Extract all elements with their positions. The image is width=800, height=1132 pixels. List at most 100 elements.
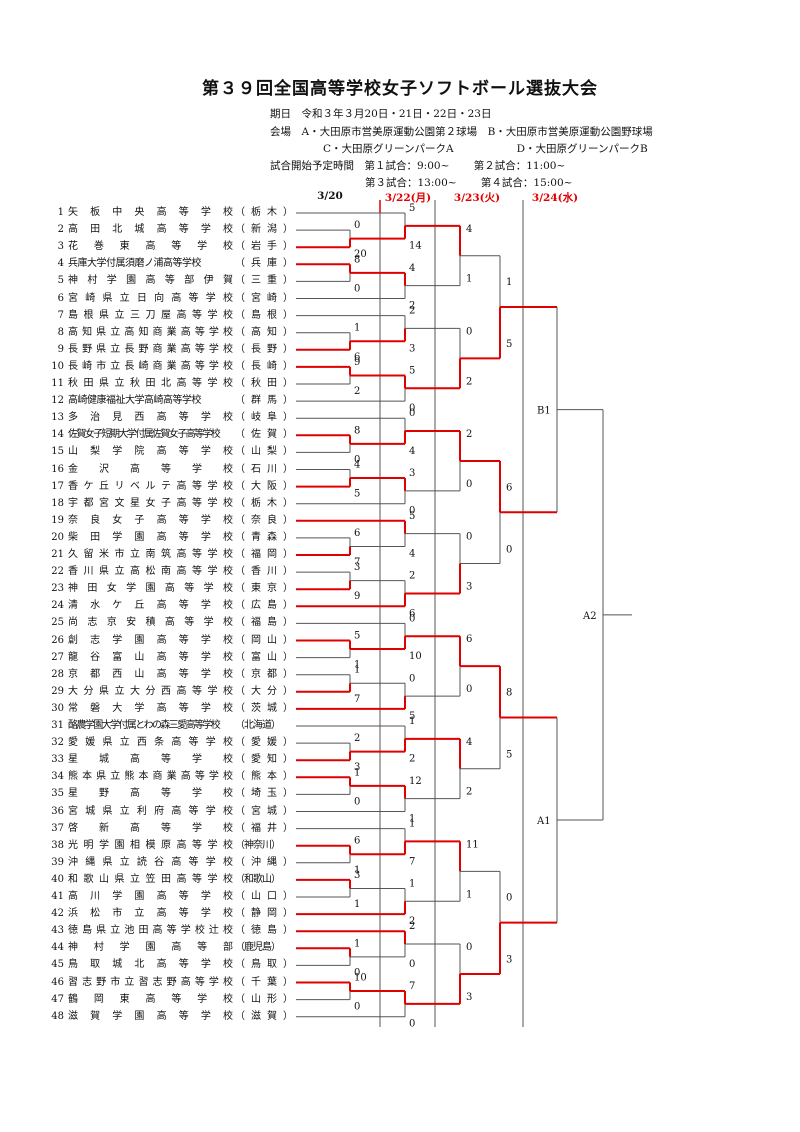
team-prefecture: （富山）: [235, 651, 293, 663]
team-number: 41: [51, 891, 64, 902]
score-label: 7: [409, 856, 415, 867]
team-number: 28: [51, 668, 64, 680]
team-number: 11: [51, 378, 64, 389]
team-number: 4: [57, 258, 64, 270]
team-prefecture: （大阪）: [235, 480, 293, 492]
score-label: 1: [354, 665, 360, 676]
score-label: 9: [354, 591, 360, 602]
score-label: 5: [409, 511, 415, 522]
score-label: 7: [409, 981, 415, 992]
score-label: 0: [506, 893, 512, 904]
team-prefecture: （鹿児島）: [235, 942, 281, 954]
team-prefecture: （北海道）: [235, 720, 281, 731]
score-label: 5: [506, 339, 512, 350]
team-row: 19 奈良女子高等学校 （奈良）: [48, 513, 293, 529]
score-label: 6: [354, 352, 360, 363]
team-name: 滋賀学園高等学校: [68, 1010, 233, 1022]
team-row: 40 和歌山県立笠田高等学校 （和歌山）: [48, 872, 293, 888]
score-label: 6: [354, 528, 360, 539]
team-prefecture: （青森）: [235, 531, 293, 543]
score-label: 0: [466, 532, 472, 543]
team-name: 鶴岡東高等学校: [68, 993, 233, 1005]
game-slot-label: B1: [537, 406, 551, 417]
team-prefecture: （新潟）: [235, 224, 293, 236]
score-label: 0: [466, 942, 472, 953]
team-name: 習志野市立習志野高等学校: [68, 976, 233, 988]
score-label: 4: [409, 446, 415, 457]
team-row: 13 多治見西高等学校 （岐阜）: [48, 410, 293, 426]
score-label: 0: [354, 1002, 360, 1013]
score-label: 0: [409, 613, 415, 624]
team-prefecture: （熊本）: [235, 771, 293, 783]
score-label: 2: [409, 571, 415, 582]
team-name: 多治見西高等学校: [68, 412, 233, 424]
info-start-times-2: 第３試合：13:00~ 第４試合：15:00~: [365, 177, 573, 189]
team-row: 22 香川県立高松南高等学校 （香川）: [48, 564, 293, 580]
info-period: 期日 令和３年３月20日・21日・22日・23日: [270, 108, 492, 120]
team-number: 32: [51, 737, 64, 749]
score-label: 1: [354, 323, 360, 334]
team-number: 22: [51, 566, 64, 578]
team-prefecture: （栃木）: [235, 497, 293, 509]
score-label: 1: [466, 274, 472, 285]
team-number: 5: [57, 275, 64, 287]
team-prefecture: （山梨）: [235, 446, 293, 458]
team-name: 秋田県立秋田北高等学校: [68, 378, 233, 389]
score-label: 1: [506, 277, 512, 288]
team-row: 15 山梨学院高等学校 （山梨）: [48, 444, 293, 460]
score-label: 5: [409, 711, 415, 722]
team-number: 46: [51, 976, 64, 988]
score-label: 3: [506, 955, 512, 966]
team-row: 29 大分県立大分西高等学校 （大分）: [48, 684, 293, 700]
score-label: 0: [466, 326, 472, 337]
team-prefecture: （大分）: [235, 685, 293, 697]
team-row: 10 長崎市立長崎商業高等学校 （長崎）: [48, 359, 293, 375]
team-number: 27: [51, 651, 64, 663]
score-label: 1: [409, 819, 415, 830]
score-label: 3: [409, 468, 415, 479]
score-label: 3: [354, 870, 360, 881]
team-prefecture: （和歌山）: [235, 873, 281, 885]
team-row: 20 柴田学園高等学校 （青森）: [48, 530, 293, 546]
day-header-1: 3/20: [317, 190, 343, 202]
score-label: 2: [409, 306, 415, 317]
team-number: 18: [51, 497, 64, 509]
team-row: 23 神田女学園高等学校 （東京）: [48, 581, 293, 597]
score-label: 6: [409, 608, 415, 619]
team-prefecture: （佐賀）: [235, 429, 293, 441]
score-label: 2: [354, 733, 360, 744]
team-row: 45 鳥取城北高等学校 （鳥取）: [48, 957, 293, 973]
team-number: 16: [51, 463, 64, 475]
team-prefecture: （宮城）: [235, 805, 293, 817]
score-label: 10: [354, 973, 367, 984]
team-number: 44: [51, 942, 64, 954]
team-number: 9: [57, 343, 64, 355]
day-header-2: 3/22(月): [384, 192, 432, 204]
team-name: 高川学園高等学校: [68, 891, 233, 902]
team-prefecture: （神奈川）: [235, 839, 281, 851]
team-number: 23: [51, 583, 64, 595]
team-number: 15: [51, 446, 64, 458]
team-name: 神田女学園高等学校: [68, 583, 233, 595]
team-number: 3: [57, 241, 64, 253]
team-number: 1: [57, 207, 64, 218]
score-label: 9: [354, 357, 360, 368]
team-name: 兵庫大学付属須磨ノ浦高等学校: [68, 258, 202, 270]
team-row: 34 熊本県立熊本商業高等学校 （熊本）: [48, 769, 293, 785]
team-row: 42 浜松市立高等学校 （静岡）: [48, 906, 293, 922]
team-prefecture: （福岡）: [235, 549, 293, 560]
team-prefecture: （千葉）: [235, 976, 293, 988]
team-name: 愛媛県立西条高等学校: [68, 737, 233, 749]
team-name: 金沢高等学校: [68, 463, 233, 475]
team-prefecture: （岡山）: [235, 634, 293, 646]
team-row: 38 光明学園相模原高等学校 （神奈川）: [48, 838, 293, 854]
score-label: 2: [409, 301, 415, 312]
score-label: 4: [466, 224, 472, 235]
score-label: 12: [409, 776, 422, 787]
team-prefecture: （奈良）: [235, 514, 293, 526]
score-label: 1: [409, 878, 415, 889]
team-number: 20: [51, 531, 64, 543]
score-label: 1: [354, 899, 360, 910]
team-prefecture: （長野）: [235, 343, 293, 355]
team-number: 26: [51, 634, 64, 646]
